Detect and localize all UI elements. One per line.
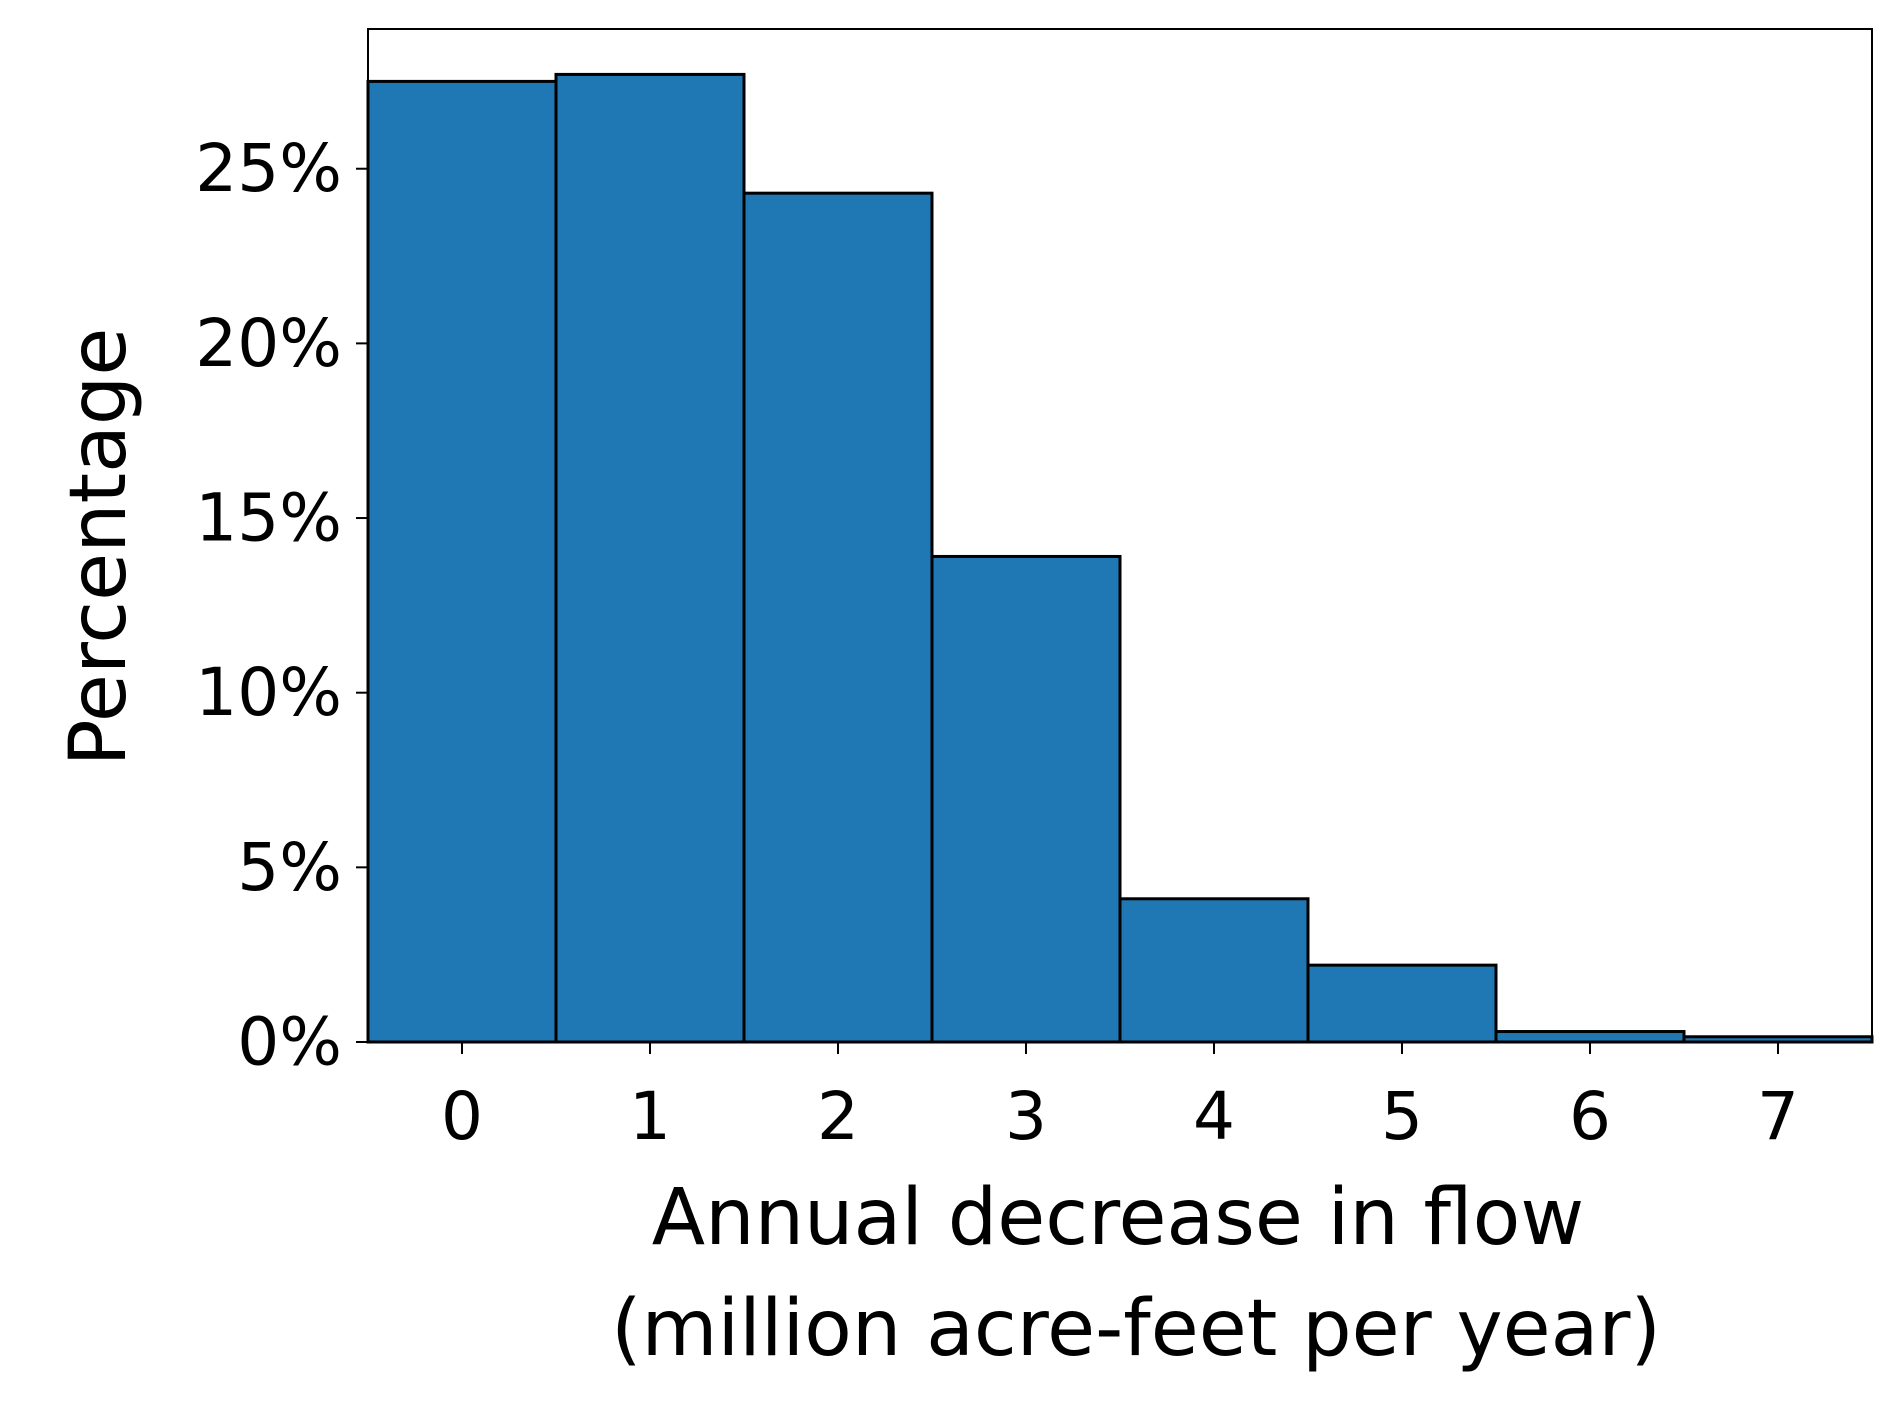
y-tick-label: 0% (237, 1004, 342, 1081)
x-axis-label-line-2: (million acre-feet per year) (611, 1284, 1661, 1374)
x-tick-label: 7 (1757, 1078, 1799, 1155)
bars-group (366, 72, 1874, 1044)
y-axis-label: Percentage (54, 328, 144, 767)
bar-0 (366, 79, 558, 1044)
bar-3 (930, 554, 1122, 1044)
y-tick-label: 15% (195, 480, 342, 557)
plot-area-frame (367, 28, 1873, 1043)
x-tick-label: 5 (1381, 1078, 1423, 1155)
y-tick-label: 5% (237, 829, 342, 906)
x-tick-label: 3 (1005, 1078, 1047, 1155)
y-axis: 0% 5% 10% 15% 20% 25% (195, 130, 368, 1081)
y-tick-label: 20% (195, 305, 342, 382)
bar-6 (1494, 1030, 1686, 1044)
x-axis: 0 1 2 3 4 5 6 7 (441, 1042, 1799, 1155)
x-tick-label: 4 (1193, 1078, 1235, 1155)
x-tick-label: 6 (1569, 1078, 1611, 1155)
x-axis-label-line-1: Annual decrease in flow (652, 1173, 1584, 1263)
x-tick-label: 2 (817, 1078, 859, 1155)
x-tick-label: 0 (441, 1078, 483, 1155)
y-tick-label: 10% (195, 654, 342, 731)
bar-4 (1118, 897, 1310, 1044)
bar-1 (554, 72, 746, 1044)
x-tick-label: 1 (629, 1078, 671, 1155)
bar-5 (1306, 963, 1498, 1044)
bar-2 (742, 191, 934, 1044)
y-tick-label: 25% (195, 130, 342, 207)
